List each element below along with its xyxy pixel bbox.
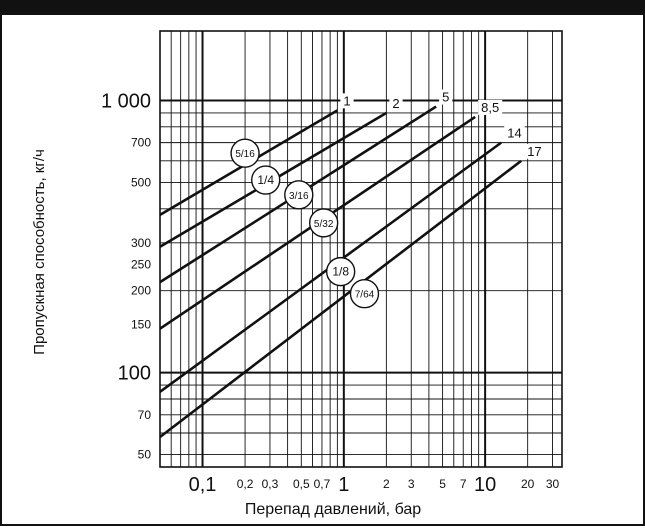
series-circle-text: 3/16 xyxy=(289,191,309,202)
x-tick-label: 2 xyxy=(383,477,390,491)
series-circle-label xyxy=(349,278,380,309)
pressure-label: 8,5 xyxy=(481,100,499,115)
x-tick-label: 0,1 xyxy=(189,474,217,496)
series-circle-label xyxy=(284,180,314,210)
x-tick-label: 30 xyxy=(546,477,560,491)
y-tick-label: 100 xyxy=(118,363,151,385)
y-axis-label: Пропускная способность, кг/ч xyxy=(31,149,48,355)
pressure-label: 14 xyxy=(507,126,521,141)
series-circle-label xyxy=(325,256,356,287)
y-tick-label: 700 xyxy=(131,136,151,150)
series-circle-label xyxy=(308,208,339,238)
pressure-label-bg xyxy=(524,143,545,159)
series-circle-text: 7/64 xyxy=(355,290,375,301)
x-tick-label: 3 xyxy=(408,477,415,491)
series-line xyxy=(159,159,522,439)
pressure-label-bg xyxy=(478,99,503,115)
pressure-label-bg xyxy=(439,89,453,105)
y-tick-label: 70 xyxy=(138,408,152,422)
y-tick-label: 250 xyxy=(131,257,151,271)
y-tick-label: 50 xyxy=(138,448,152,462)
pressure-label: 5 xyxy=(442,90,449,105)
y-tick-labels: 50 70 100 150 200 250 300 500 700 1 000 xyxy=(101,90,151,461)
pressure-label-bg xyxy=(340,93,354,109)
y-tick-label: 500 xyxy=(131,175,151,189)
series-circle-text: 5/32 xyxy=(314,219,334,230)
plot-border xyxy=(159,30,563,468)
pressure-label: 1 xyxy=(343,93,350,108)
series-circle-text: 1/4 xyxy=(257,173,274,187)
x-tick-labels: 0,1 0,2 0,3 0,5 0,7 1 2 3 5 7 10 20 30 xyxy=(189,474,560,496)
header-bar xyxy=(2,2,645,15)
x-tick-label: 5 xyxy=(439,477,446,491)
x-tick-label: 0,5 xyxy=(293,477,310,491)
pressure-label: 2 xyxy=(392,96,399,111)
x-tick-label: 0,2 xyxy=(237,477,254,491)
series-circle-text: 5/16 xyxy=(235,149,255,160)
y-tick-label: 300 xyxy=(131,236,151,250)
series-circle-label xyxy=(251,165,281,195)
x-tick-label: 1 xyxy=(338,474,349,496)
x-tick-label: 20 xyxy=(521,477,535,491)
y-tick-label: 200 xyxy=(131,284,151,298)
series-circle-label xyxy=(230,138,260,168)
series-circle-text: 1/8 xyxy=(332,265,349,279)
pressure-label-bg xyxy=(504,125,525,141)
grid xyxy=(160,31,562,467)
x-tick-label: 7 xyxy=(460,477,467,491)
y-tick-label: 150 xyxy=(131,318,151,332)
pressure-label: 17 xyxy=(527,144,541,159)
y-tick-label: 1 000 xyxy=(101,90,151,112)
x-tick-label: 0,3 xyxy=(262,477,279,491)
x-tick-label: 0,7 xyxy=(314,477,331,491)
x-tick-label: 10 xyxy=(474,474,496,496)
series-labels: 1 2 5 8,5 14 17 5/16 1/4 3/16 5/32 1/8 7/64 xyxy=(230,89,545,309)
pressure-label-bg xyxy=(389,95,403,111)
x-axis-label: Перепад давлений, бар xyxy=(245,501,421,518)
